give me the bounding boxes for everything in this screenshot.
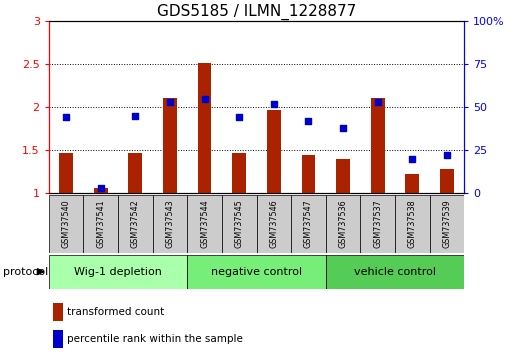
Bar	[128, 153, 142, 193]
Bar	[153, 195, 187, 253]
Text: Wig-1 depletion: Wig-1 depletion	[74, 267, 162, 277]
Bar	[222, 195, 256, 253]
Text: percentile rank within the sample: percentile rank within the sample	[67, 334, 243, 344]
Bar	[267, 110, 281, 193]
Bar	[59, 153, 73, 193]
Bar	[187, 255, 326, 289]
Point	[96, 185, 105, 190]
Bar	[395, 195, 429, 253]
Title: GDS5185 / ILMN_1228877: GDS5185 / ILMN_1228877	[157, 4, 356, 20]
Text: GSM737536: GSM737536	[339, 200, 348, 248]
Point	[131, 113, 140, 119]
Point	[270, 101, 278, 107]
Point	[373, 99, 382, 105]
Bar	[326, 255, 464, 289]
Bar	[336, 159, 350, 193]
Bar	[187, 195, 222, 253]
Text: GSM737537: GSM737537	[373, 200, 382, 248]
Text: GSM737542: GSM737542	[131, 200, 140, 248]
Text: GSM737541: GSM737541	[96, 200, 105, 248]
Point	[339, 125, 347, 131]
Text: GSM737538: GSM737538	[408, 200, 417, 248]
Bar	[198, 63, 211, 193]
Bar	[440, 169, 454, 193]
Bar	[326, 195, 360, 253]
Point	[408, 156, 417, 161]
Bar	[232, 153, 246, 193]
Point	[304, 118, 312, 124]
Text: transformed count: transformed count	[67, 307, 165, 317]
Bar	[49, 195, 83, 253]
Bar	[302, 155, 315, 193]
Point	[62, 115, 70, 120]
Text: negative control: negative control	[211, 267, 302, 277]
Text: GSM737545: GSM737545	[234, 200, 244, 248]
Point	[166, 99, 174, 105]
Bar	[118, 195, 153, 253]
Bar	[94, 188, 108, 193]
Text: GSM737540: GSM737540	[62, 200, 71, 248]
Bar	[83, 195, 118, 253]
Text: vehicle control: vehicle control	[354, 267, 436, 277]
Bar	[360, 195, 395, 253]
Text: GSM737547: GSM737547	[304, 200, 313, 248]
Bar	[163, 98, 177, 193]
Text: protocol: protocol	[3, 267, 48, 277]
Point	[201, 96, 209, 101]
Text: GSM737546: GSM737546	[269, 200, 279, 248]
Bar	[405, 174, 419, 193]
Bar	[291, 195, 326, 253]
Bar	[256, 195, 291, 253]
Point	[443, 152, 451, 158]
Bar	[371, 98, 385, 193]
Bar	[49, 255, 187, 289]
Text: GSM737543: GSM737543	[165, 200, 174, 248]
Text: GSM737544: GSM737544	[200, 200, 209, 248]
Text: GSM737539: GSM737539	[442, 200, 451, 248]
Point	[235, 115, 243, 120]
Bar	[53, 330, 63, 348]
Bar	[53, 303, 63, 321]
Bar	[429, 195, 464, 253]
